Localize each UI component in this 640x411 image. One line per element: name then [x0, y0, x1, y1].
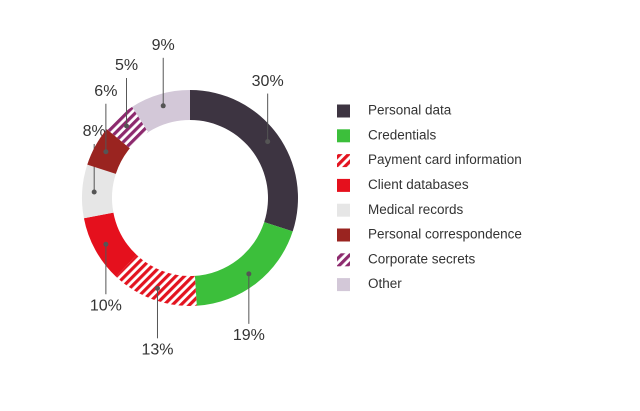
slice — [132, 90, 190, 133]
slice — [116, 254, 197, 306]
value-label: 13% — [141, 342, 173, 359]
value-label: 19% — [233, 327, 265, 344]
legend-swatch — [337, 278, 350, 292]
leader-dot — [154, 285, 160, 291]
value-label: 6% — [94, 83, 117, 100]
value-label: 30% — [252, 73, 284, 90]
legend-swatch — [337, 178, 350, 192]
legend-label: Credentials — [368, 127, 437, 142]
leader-dot — [265, 139, 271, 145]
legend-label: Other — [368, 276, 402, 291]
leader-dot — [246, 271, 252, 277]
slice — [190, 90, 298, 232]
legend-label: Personal data — [368, 103, 452, 118]
legend-swatch — [337, 228, 350, 242]
legend-label: Medical records — [368, 202, 464, 217]
leader-dot — [103, 149, 109, 155]
slice — [87, 129, 130, 174]
slice — [194, 222, 293, 306]
legend-label: Personal correspondence — [368, 227, 522, 242]
leader-dot — [103, 241, 109, 247]
leader-dot — [124, 123, 130, 129]
legend-swatch — [337, 129, 350, 143]
value-label: 9% — [152, 37, 175, 54]
legend-label: Client databases — [368, 177, 469, 192]
legend-swatch — [337, 203, 350, 217]
slice — [83, 212, 137, 277]
value-label: 8% — [83, 123, 106, 140]
value-label: 5% — [115, 57, 138, 74]
legend-swatch — [337, 253, 350, 267]
leader-dot — [160, 103, 166, 109]
legend-label: Corporate secrets — [368, 251, 476, 266]
legend-label: Payment card information — [368, 152, 522, 167]
value-label: 10% — [90, 297, 122, 314]
slice — [81, 164, 116, 219]
legend-swatch — [337, 154, 350, 168]
leader-dot — [91, 189, 97, 195]
legend-swatch — [337, 104, 350, 118]
